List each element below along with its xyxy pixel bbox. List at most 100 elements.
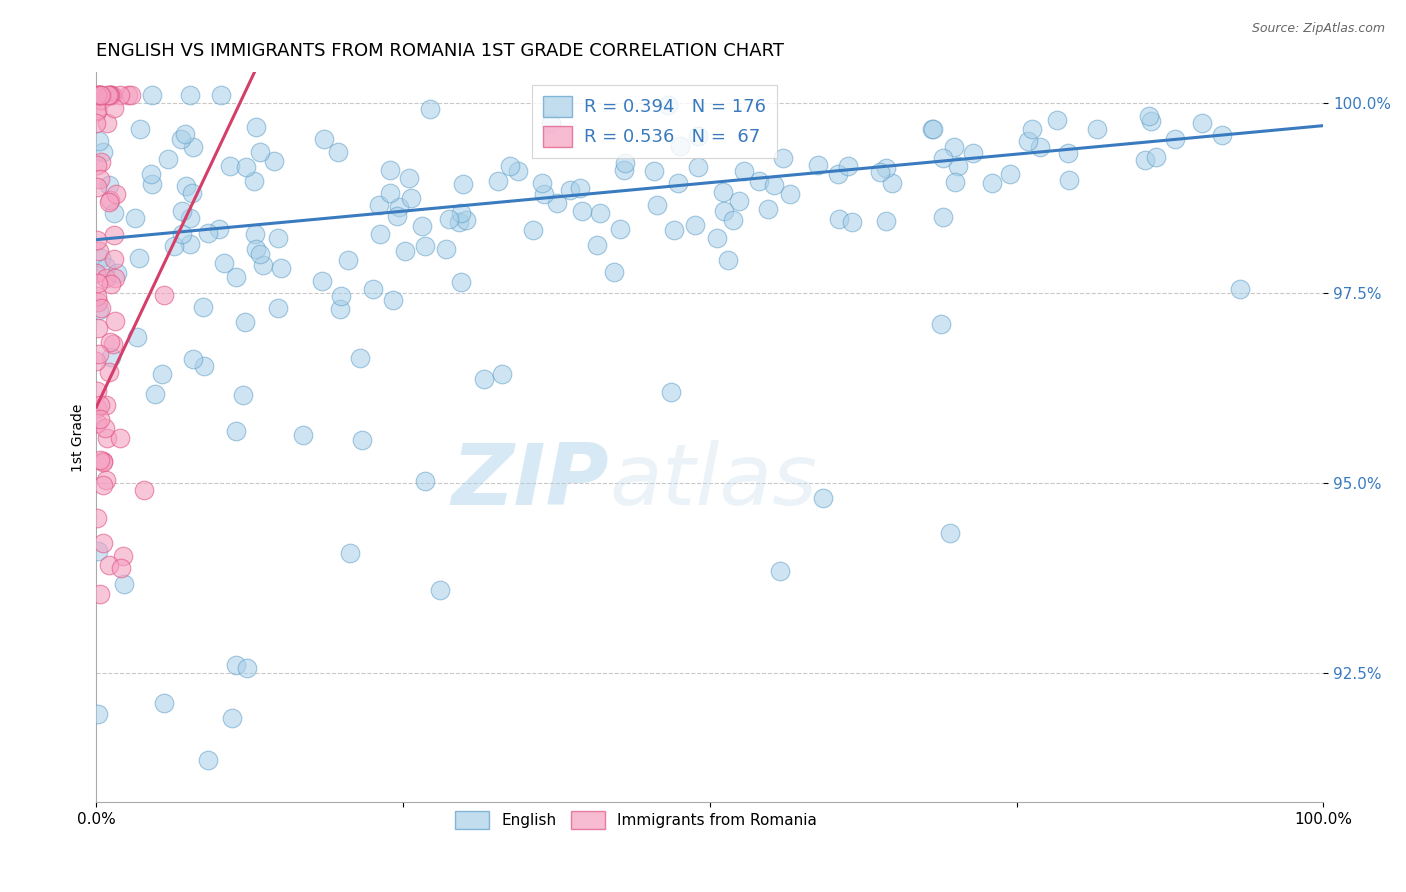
Point	[368, 198, 391, 212]
Point	[585, 238, 607, 252]
Point	[385, 209, 408, 223]
Point	[87, 543, 110, 558]
Point	[252, 258, 274, 272]
Point	[339, 546, 361, 560]
Point	[451, 177, 474, 191]
Point	[86, 266, 108, 280]
Point	[378, 186, 401, 200]
Point	[263, 153, 285, 168]
Point	[89, 452, 111, 467]
Point	[156, 152, 179, 166]
Point	[120, 88, 142, 103]
Point	[86, 158, 108, 172]
Point	[613, 163, 636, 178]
Point	[86, 88, 108, 103]
Point	[249, 145, 271, 159]
Point	[270, 260, 292, 275]
Point	[721, 212, 744, 227]
Point	[179, 236, 201, 251]
Point	[98, 194, 121, 209]
Point	[96, 473, 118, 487]
Point	[998, 167, 1021, 181]
Point	[748, 174, 770, 188]
Point	[153, 696, 176, 710]
Text: Source: ZipAtlas.com: Source: ZipAtlas.com	[1251, 22, 1385, 36]
Point	[86, 233, 108, 247]
Point	[522, 222, 544, 236]
Point	[733, 164, 755, 178]
Point	[96, 431, 118, 445]
Point	[191, 300, 214, 314]
Point	[89, 93, 111, 107]
Point	[329, 302, 352, 317]
Point	[100, 350, 122, 364]
Point	[882, 176, 904, 190]
Point	[491, 367, 513, 381]
Point	[236, 661, 259, 675]
Point	[807, 158, 830, 172]
Point	[267, 301, 290, 315]
Point	[104, 186, 127, 201]
Point	[922, 121, 945, 136]
Point	[645, 198, 668, 212]
Point	[91, 536, 114, 550]
Point	[89, 412, 111, 426]
Point	[499, 159, 522, 173]
Point	[128, 251, 150, 265]
Point	[589, 206, 612, 220]
Point	[225, 270, 247, 285]
Point	[101, 88, 124, 103]
Point	[86, 417, 108, 431]
Point	[94, 420, 117, 434]
Point	[568, 181, 591, 195]
Point	[225, 424, 247, 438]
Point	[89, 171, 111, 186]
Point	[291, 427, 314, 442]
Point	[394, 244, 416, 258]
Point	[110, 431, 132, 445]
Point	[643, 164, 665, 178]
Point	[90, 251, 112, 265]
Point	[89, 398, 111, 412]
Point	[87, 277, 110, 291]
Point	[89, 244, 111, 258]
Point	[756, 202, 779, 216]
Point	[311, 274, 333, 288]
Point	[1056, 145, 1078, 160]
Point	[450, 205, 472, 219]
Point	[143, 387, 166, 401]
Point	[772, 151, 794, 165]
Point	[711, 185, 734, 199]
Point	[245, 227, 267, 242]
Point	[1164, 131, 1187, 145]
Point	[218, 159, 240, 173]
Point	[1144, 150, 1167, 164]
Point	[86, 511, 108, 525]
Point	[368, 227, 391, 241]
Point	[571, 204, 593, 219]
Point	[841, 214, 863, 228]
Point	[86, 288, 108, 302]
Point	[688, 161, 710, 175]
Point	[97, 88, 120, 103]
Point	[398, 171, 420, 186]
Point	[706, 230, 728, 244]
Point	[172, 227, 194, 242]
Point	[235, 160, 257, 174]
Point	[546, 195, 568, 210]
Point	[179, 88, 201, 103]
Point	[170, 132, 193, 146]
Point	[540, 116, 562, 130]
Legend: English, Immigrants from Romania: English, Immigrants from Romania	[449, 805, 824, 835]
Point	[104, 271, 127, 285]
Point	[1191, 116, 1213, 130]
Point	[713, 204, 735, 219]
Point	[86, 179, 108, 194]
Point	[89, 88, 111, 103]
Point	[139, 167, 162, 181]
Point	[103, 252, 125, 266]
Point	[96, 398, 118, 412]
Point	[89, 88, 111, 103]
Point	[98, 365, 121, 379]
Point	[363, 282, 385, 296]
